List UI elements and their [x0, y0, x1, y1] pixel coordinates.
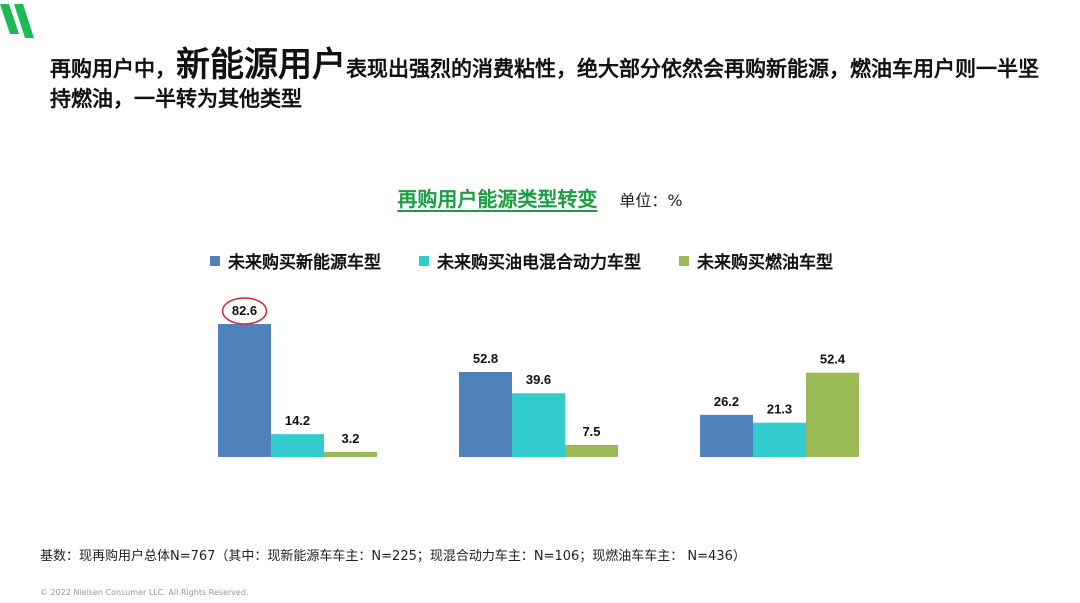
chart-title: 再购用户能源类型转变 — [397, 187, 598, 211]
chart-unit: 单位：% — [619, 191, 683, 210]
bar-s2-g2 — [806, 372, 859, 457]
data-label-s1-g0: 14.2 — [285, 413, 310, 428]
headline: 再购用户中，新能源用户表现出强烈的消费粘性，绝大部分依然会再购新能源，燃油车用户… — [50, 48, 1050, 114]
legend-swatch-hybrid — [419, 255, 429, 266]
data-label-s1-g1: 39.6 — [526, 372, 551, 387]
legend-label-fuel: 未来购买燃油车型 — [697, 253, 833, 273]
data-label-s2-g1: 7.5 — [582, 424, 600, 439]
copyright: © 2022 Nielsen Consumer LLC. All Rights … — [40, 588, 249, 597]
bar-s2-g1 — [565, 444, 618, 457]
data-label-s0-g2: 26.2 — [714, 394, 739, 409]
data-label-s2-g2: 52.4 — [820, 352, 846, 367]
headline-part2: 表现出强烈的消费粘性，绝大部分依然会再购新能源，燃油车用户则一半坚持燃油，一半转… — [50, 57, 1039, 111]
bar-s1-g2 — [753, 422, 806, 457]
bar-s0-g1 — [459, 371, 512, 457]
headline-emphasis: 新能源用户 — [176, 45, 346, 85]
headline-part1: 再购用户中， — [50, 57, 176, 81]
brand-logo-icon — [0, 4, 34, 38]
bar-s2-g0 — [324, 451, 377, 457]
bar-s1-g1 — [512, 393, 565, 457]
bar-s0-g2 — [700, 414, 753, 457]
bar-s1-g0 — [271, 434, 324, 457]
footnote: 基数：现再购用户总体N=767（其中：现新能源车车主：N=225；现混合动力车主… — [40, 549, 746, 564]
chart-header: 再购用户能源类型转变 单位：% — [0, 183, 1080, 212]
data-label-s2-g0: 3.2 — [341, 431, 359, 446]
data-label-s1-g2: 21.3 — [767, 402, 792, 417]
legend-item-hybrid: 未来购买油电混合动力车型 — [419, 248, 641, 273]
data-label-s0-g1: 52.8 — [473, 351, 498, 366]
highlight-circle — [221, 297, 268, 325]
legend-item-fuel: 未来购买燃油车型 — [679, 248, 833, 273]
legend-swatch-ev — [210, 255, 220, 266]
legend-item-ev: 未来购买新能源车型 — [210, 248, 381, 273]
legend-label-hybrid: 未来购买油电混合动力车型 — [437, 253, 641, 273]
chart-legend: 未来购买新能源车型 未来购买油电混合动力车型 未来购买燃油车型 — [210, 248, 833, 273]
legend-label-ev: 未来购买新能源车型 — [228, 253, 381, 273]
legend-swatch-fuel — [679, 255, 689, 266]
data-label-s0-g0: 82.6 — [232, 303, 257, 318]
bar-s0-g0 — [218, 324, 271, 457]
